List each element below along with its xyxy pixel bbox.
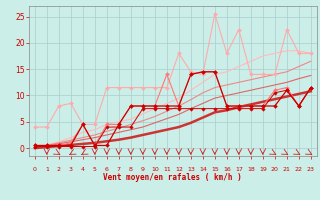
X-axis label: Vent moyen/en rafales ( km/h ): Vent moyen/en rafales ( km/h ) xyxy=(103,174,242,182)
